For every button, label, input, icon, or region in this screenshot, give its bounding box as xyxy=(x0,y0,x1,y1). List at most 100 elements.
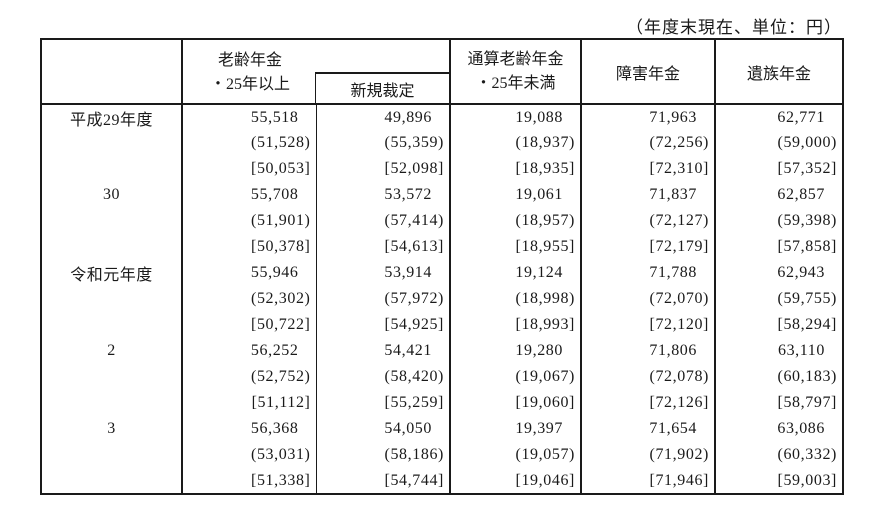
table-row: [50,722] [54,925] [18,993] [72,120] [58,294] xyxy=(41,312,843,338)
header-disability-pension: 障害年金 xyxy=(580,39,715,105)
old-age-line2: ・25年以上 xyxy=(209,75,290,93)
table-body: 平成29年度 55,518 49,896 19,088 71,963 62,771 (51,… xyxy=(41,104,843,494)
old-age-pension-label: 老齢年金 ・25年以上 xyxy=(183,40,317,105)
value-cell: [58,797] xyxy=(714,390,843,416)
value-cell: 19,124 xyxy=(449,260,581,286)
value-cell: [59,003] xyxy=(714,468,843,494)
corner-cell xyxy=(41,39,182,105)
value-cell: [57,858] xyxy=(714,234,843,260)
value-cell: (60,183) xyxy=(714,364,843,390)
value-cell: 71,654 xyxy=(580,416,715,442)
table-row: (51,528) (55,359) (18,937) (72,256) (59,000) xyxy=(41,130,843,156)
value-cell: (58,186) xyxy=(315,442,450,468)
year-cell xyxy=(41,208,182,234)
year-cell xyxy=(41,286,182,312)
value-cell: (59,000) xyxy=(714,130,843,156)
value-cell: (71,902) xyxy=(580,442,715,468)
value-cell: 56,252 xyxy=(181,338,316,364)
value-cell: (72,070) xyxy=(580,286,715,312)
year-cell: 3 xyxy=(107,420,116,437)
year-cell xyxy=(41,130,182,156)
value-cell: [50,053] xyxy=(181,156,316,182)
value-cell: 62,857 xyxy=(714,182,843,208)
unit-note: （年度末現在、単位：円） xyxy=(626,18,842,37)
table-row: (51,901) (57,414) (18,957) (72,127) (59,398) xyxy=(41,208,843,234)
value-cell: [51,338] xyxy=(181,468,316,494)
value-cell: 71,837 xyxy=(580,182,715,208)
value-cell: [55,259] xyxy=(315,390,450,416)
value-cell: [50,722] xyxy=(181,312,316,338)
value-cell: 62,943 xyxy=(714,260,843,286)
year-cell xyxy=(41,468,182,494)
value-cell: 55,946 xyxy=(181,260,316,286)
header-old-age-pension: 老齢年金 ・25年以上 新規裁定 xyxy=(181,39,450,105)
value-cell: (18,957) xyxy=(449,208,581,234)
value-cell: 19,280 xyxy=(449,338,581,364)
table-row: (52,302) (57,972) (18,998) (72,070) (59,755) xyxy=(41,286,843,312)
year-cell: 30 xyxy=(103,186,120,203)
value-cell: [72,120] xyxy=(580,312,715,338)
value-cell: [19,046] xyxy=(449,468,581,494)
value-cell: (58,420) xyxy=(315,364,450,390)
table-row: [51,112] [55,259] [19,060] [72,126] [58,797] xyxy=(41,390,843,416)
table-row: 平成29年度 55,518 49,896 19,088 71,963 62,771 xyxy=(41,104,843,130)
value-cell: 53,572 xyxy=(315,182,450,208)
value-cell: 56,368 xyxy=(181,416,316,442)
value-cell: (57,414) xyxy=(315,208,450,234)
value-cell: [72,179] xyxy=(580,234,715,260)
old-age-line1: 老齢年金 xyxy=(217,52,282,70)
pension-amount-table: 老齢年金 ・25年以上 新規裁定 通算老齢年金 ・25年未満 障害年金 遺族年金 xyxy=(40,38,844,495)
year-cell: 2 xyxy=(107,342,116,359)
value-cell: [50,378] xyxy=(181,234,316,260)
value-cell: (72,127) xyxy=(580,208,715,234)
year-cell xyxy=(41,364,182,390)
value-cell: 55,518 xyxy=(181,104,316,130)
year-cell: 平成29年度 xyxy=(69,111,153,129)
value-cell: (55,359) xyxy=(315,130,450,156)
value-cell: [18,955] xyxy=(449,234,581,260)
value-cell: 53,914 xyxy=(315,260,450,286)
value-cell: 71,963 xyxy=(580,104,715,130)
table-row: [50,378] [54,613] [18,955] [72,179] [57,858] xyxy=(41,234,843,260)
value-cell: 54,050 xyxy=(315,416,450,442)
value-cell: 63,110 xyxy=(714,338,843,364)
value-cell: (59,398) xyxy=(714,208,843,234)
year-cell xyxy=(41,390,182,416)
value-cell: [72,310] xyxy=(580,156,715,182)
year-cell xyxy=(41,312,182,338)
value-cell: [19,060] xyxy=(449,390,581,416)
value-cell: [71,946] xyxy=(580,468,715,494)
table-row: 30 55,708 53,572 19,061 71,837 62,857 xyxy=(41,182,843,208)
table-row: [50,053] [52,098] [18,935] [72,310] [57,352] xyxy=(41,156,843,182)
value-cell: 71,788 xyxy=(580,260,715,286)
value-cell: 19,088 xyxy=(449,104,581,130)
table-row: 2 56,252 54,421 19,280 71,806 63,110 xyxy=(41,338,843,364)
total-old-age-line2: ・25年未満 xyxy=(475,74,556,92)
year-cell xyxy=(41,156,182,182)
table-row: (53,031) (58,186) (19,057) (71,902) (60,332) xyxy=(41,442,843,468)
new-award-label: 新規裁定 xyxy=(350,82,415,100)
value-cell: [54,744] xyxy=(315,468,450,494)
table-row: (52,752) (58,420) (19,067) (72,078) (60,183) xyxy=(41,364,843,390)
value-cell: 19,061 xyxy=(449,182,581,208)
value-cell: [18,993] xyxy=(449,312,581,338)
value-cell: 54,421 xyxy=(315,338,450,364)
value-cell: (53,031) xyxy=(181,442,316,468)
total-old-age-line1: 通算老齢年金 xyxy=(467,51,564,69)
value-cell: (59,755) xyxy=(714,286,843,312)
value-cell: [72,126] xyxy=(580,390,715,416)
header-new-award-cell: 新規裁定 xyxy=(315,72,449,103)
value-cell: [51,112] xyxy=(181,390,316,416)
value-cell: [58,294] xyxy=(714,312,843,338)
value-cell: (52,302) xyxy=(181,286,316,312)
value-cell: 49,896 xyxy=(315,104,450,130)
value-cell: (19,057) xyxy=(449,442,581,468)
value-cell: [54,925] xyxy=(315,312,450,338)
table-row: 3 56,368 54,050 19,397 71,654 63,086 xyxy=(41,416,843,442)
value-cell: (18,937) xyxy=(449,130,581,156)
value-cell: 63,086 xyxy=(714,416,843,442)
value-cell: (57,972) xyxy=(315,286,450,312)
value-cell: (51,528) xyxy=(181,130,316,156)
header-total-old-age-pension: 通算老齢年金 ・25年未満 xyxy=(449,39,581,105)
